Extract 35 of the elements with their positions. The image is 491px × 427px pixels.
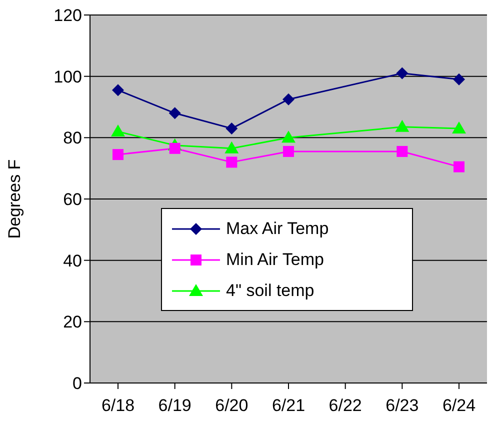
point — [396, 146, 408, 157]
point — [395, 120, 410, 132]
x-tick-label: 6/20 — [215, 396, 248, 416]
point — [226, 122, 238, 134]
point — [454, 161, 464, 172]
x-tick-label: 6/23 — [386, 396, 419, 416]
y-tick-label: 120 — [54, 6, 82, 26]
point — [169, 142, 180, 154]
y-tick-label: 60 — [63, 190, 82, 210]
point — [112, 84, 124, 96]
y-tick-label: 20 — [63, 312, 82, 332]
point — [282, 130, 296, 143]
x-tick-label: 6/24 — [442, 396, 476, 416]
point — [168, 107, 181, 120]
point — [282, 93, 294, 106]
y-tick-label: 80 — [63, 128, 82, 148]
y-axis-title: Degrees F — [5, 159, 24, 239]
y-tick-label: 0 — [72, 374, 82, 394]
x-tick-label: 6/18 — [101, 396, 135, 416]
legend-label: Max Air Temp — [226, 218, 329, 238]
point — [396, 67, 408, 80]
point — [112, 149, 124, 160]
legend-label: 4" soil temp — [226, 280, 314, 300]
x-tick-label: 6/21 — [272, 396, 306, 416]
y-tick-label: 100 — [54, 67, 82, 86]
point — [224, 141, 239, 154]
point — [111, 124, 125, 137]
point — [453, 73, 465, 86]
point — [452, 121, 466, 134]
x-tick-label: 6/22 — [328, 396, 362, 416]
legend-label: Min Air Temp — [226, 250, 324, 270]
point — [283, 146, 294, 157]
point — [226, 156, 238, 168]
x-tick-label: 6/19 — [158, 396, 192, 416]
y-tick-label: 40 — [63, 251, 82, 270]
